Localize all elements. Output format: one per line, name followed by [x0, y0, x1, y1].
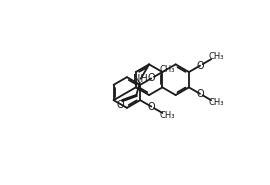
Text: CH₃: CH₃ — [160, 111, 175, 120]
Text: O: O — [196, 89, 204, 99]
Text: CH₃: CH₃ — [160, 65, 175, 74]
Text: NH: NH — [133, 74, 148, 84]
Text: O: O — [196, 61, 204, 71]
Text: CH₃: CH₃ — [208, 52, 224, 61]
Text: O: O — [117, 100, 124, 110]
Text: O: O — [147, 102, 155, 112]
Text: O: O — [147, 73, 155, 83]
Text: CH₃: CH₃ — [208, 98, 224, 107]
